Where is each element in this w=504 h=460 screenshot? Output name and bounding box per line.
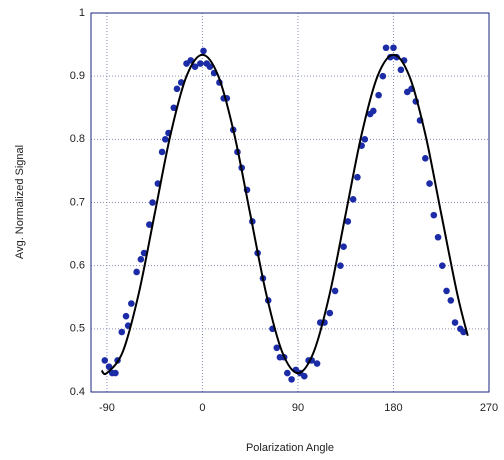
- data-point: [140, 249, 148, 257]
- y-tick-label: 0.8: [70, 133, 85, 145]
- data-point: [354, 173, 361, 181]
- data-point: [112, 369, 119, 377]
- data-point: [390, 44, 397, 52]
- data-point: [443, 287, 450, 295]
- y-tick-label: 0.4: [70, 386, 85, 398]
- fit-line: [100, 53, 469, 376]
- data-point: [197, 60, 204, 67]
- data-point: [370, 107, 377, 115]
- y-axis-label: Avg. Normalized Signal: [14, 145, 26, 259]
- data-point: [101, 357, 109, 364]
- data-point: [434, 233, 442, 241]
- data-point: [439, 262, 446, 269]
- data-point: [301, 372, 308, 380]
- data-point: [331, 287, 339, 295]
- data-point: [430, 211, 438, 219]
- data-point: [149, 199, 156, 206]
- y-tick-label: 0.6: [70, 260, 85, 272]
- data-point: [451, 319, 459, 326]
- y-tick-label: 0.5: [70, 323, 85, 335]
- data-point: [118, 328, 126, 336]
- data-point: [340, 243, 347, 251]
- data-point: [170, 104, 178, 112]
- x-tick-label: 180: [384, 402, 402, 414]
- x-tick-label: 90: [292, 402, 304, 414]
- data-point: [361, 136, 369, 143]
- data-point: [460, 328, 467, 336]
- data-point: [344, 218, 352, 225]
- data-point: [146, 221, 153, 228]
- data-point: [128, 300, 135, 307]
- data-point: [379, 72, 387, 80]
- x-tick-label: 0: [199, 402, 205, 414]
- data-point: [137, 256, 145, 263]
- y-tick-label: 1: [79, 7, 85, 19]
- data-point: [284, 369, 291, 377]
- data-point: [133, 268, 140, 276]
- y-tick-label: 0.7: [70, 196, 85, 208]
- data-point: [326, 309, 334, 317]
- data-point: [397, 66, 405, 74]
- y-tick-label: 0.9: [70, 70, 85, 82]
- data-point: [161, 136, 169, 143]
- data-point: [447, 297, 455, 304]
- data-point: [288, 376, 295, 383]
- data-point: [349, 196, 357, 203]
- data-point: [337, 262, 344, 269]
- data-point: [313, 360, 321, 367]
- data-point: [206, 63, 214, 70]
- data-point: [191, 63, 199, 70]
- x-tick-label: -90: [99, 402, 115, 414]
- data-point: [122, 312, 130, 320]
- data-point: [200, 47, 207, 55]
- x-tick-label: 270: [480, 402, 498, 414]
- data-point: [426, 180, 433, 187]
- data-point: [422, 154, 429, 162]
- data-point: [382, 44, 390, 52]
- data-point: [273, 344, 281, 352]
- data-point: [158, 148, 166, 156]
- data-point: [173, 85, 181, 93]
- plot-frame: [90, 12, 490, 393]
- data-point: [375, 91, 382, 99]
- x-axis-label: Polarization Angle: [246, 442, 334, 454]
